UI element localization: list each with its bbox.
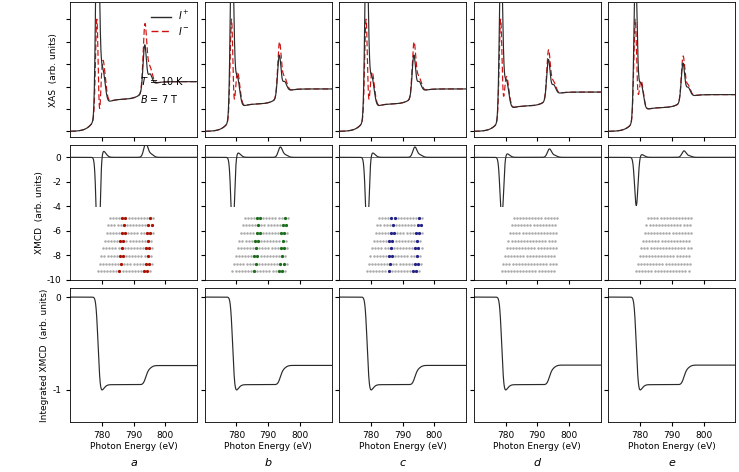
Text: e: e	[668, 457, 675, 468]
Y-axis label: Integrated XMCD  (arb. units): Integrated XMCD (arb. units)	[41, 288, 50, 422]
Text: c: c	[400, 457, 406, 468]
X-axis label: Photon Energy (eV): Photon Energy (eV)	[225, 442, 312, 451]
Text: $T$ = 10 K: $T$ = 10 K	[140, 75, 185, 87]
Text: $B$ = 7 T: $B$ = 7 T	[140, 93, 178, 105]
X-axis label: Photon Energy (eV): Photon Energy (eV)	[628, 442, 715, 451]
Text: d: d	[534, 457, 541, 468]
Y-axis label: XAS  (arb. units): XAS (arb. units)	[50, 33, 58, 107]
Legend: $I^+$, $I^-$: $I^+$, $I^-$	[149, 7, 192, 39]
X-axis label: Photon Energy (eV): Photon Energy (eV)	[90, 442, 177, 451]
Y-axis label: XMCD  (arb. units): XMCD (arb. units)	[35, 171, 44, 254]
X-axis label: Photon Energy (eV): Photon Energy (eV)	[359, 442, 446, 451]
Text: b: b	[265, 457, 272, 468]
X-axis label: Photon Energy (eV): Photon Energy (eV)	[494, 442, 581, 451]
Text: a: a	[130, 457, 137, 468]
